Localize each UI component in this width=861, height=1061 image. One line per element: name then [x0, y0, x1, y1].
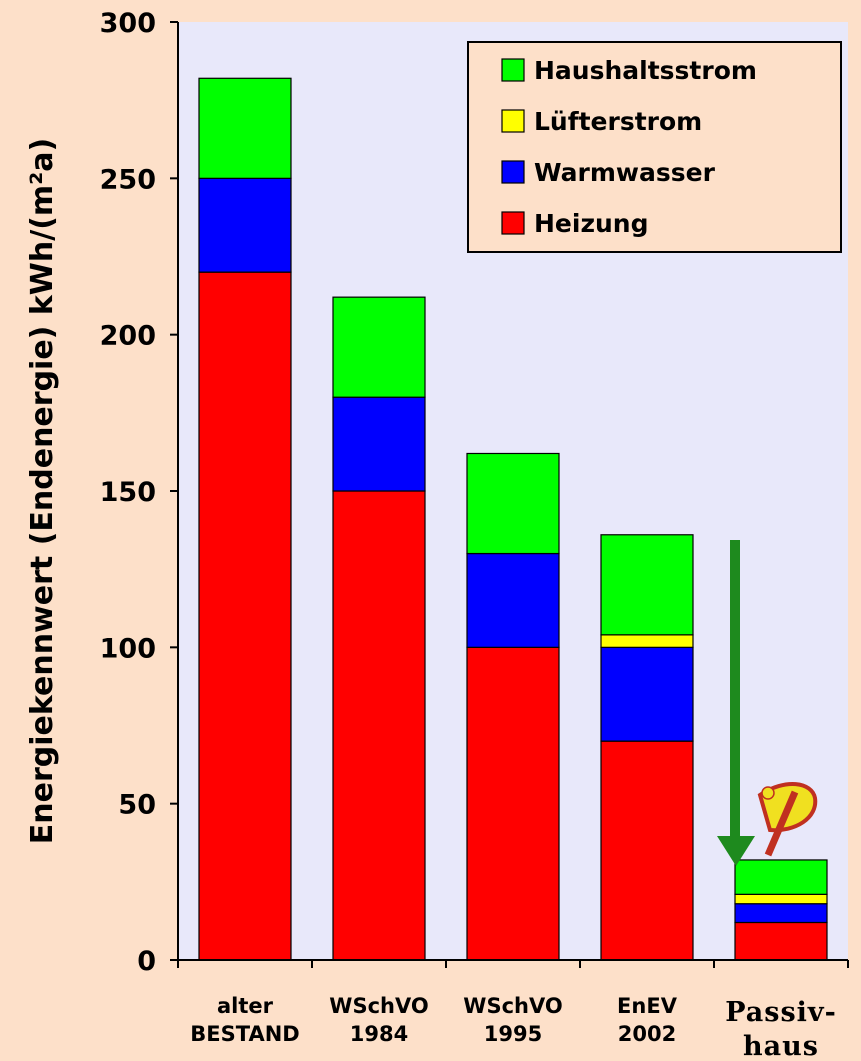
down-arrow-head [717, 836, 755, 866]
bar-heizung-5 [734, 921, 828, 961]
legend-label: Heizung [534, 209, 649, 238]
bar-haushaltsstrom-1 [198, 77, 292, 179]
bar-haushaltsstrom-5 [734, 859, 828, 895]
y-tick-label: 250 [100, 164, 156, 195]
y-tick-label: 50 [118, 790, 156, 821]
legend-label: Lüfterstrom [534, 107, 702, 136]
passivhaus-logo-dot [761, 786, 775, 800]
legend-swatch [501, 58, 525, 82]
category-label: 1984 [350, 1022, 408, 1046]
bar-warmwasser-4 [600, 646, 694, 742]
y-tick-label: 200 [100, 321, 156, 352]
bar-warmwasser-3 [466, 552, 560, 648]
y-tick-label: 0 [137, 946, 156, 977]
bar-heizung-3 [466, 646, 560, 961]
bar-haushaltsstrom-4 [600, 534, 694, 636]
legend-swatch [501, 160, 525, 184]
bar-warmwasser-5 [734, 903, 828, 924]
category-label: haus [743, 1031, 819, 1061]
y-tick-label: 150 [100, 477, 156, 508]
legend-label: Warmwasser [534, 158, 716, 187]
bar-haushaltsstrom-3 [466, 452, 560, 555]
bar-lfterstrom-5 [734, 893, 828, 905]
category-label: BESTAND [190, 1022, 299, 1046]
bar-lfterstrom-4 [600, 634, 694, 648]
y-tick-label: 300 [100, 8, 156, 39]
bar-heizung-4 [600, 740, 694, 961]
bar-haushaltsstrom-2 [332, 296, 426, 398]
bar-warmwasser-2 [332, 396, 426, 492]
category-label: WSchVO [329, 994, 428, 1018]
bar-heizung-1 [198, 271, 292, 961]
category-label: Passiv- [725, 997, 837, 1028]
category-label: WSchVO [463, 994, 562, 1018]
category-label: 1995 [484, 1022, 542, 1046]
legend-swatch [501, 109, 525, 133]
bar-heizung-2 [332, 490, 426, 961]
category-label: alter [217, 994, 274, 1018]
bar-warmwasser-1 [198, 177, 292, 273]
passivhaus-logo-stroke [764, 790, 799, 857]
y-axis-title: Energiekennwert (Endenergie) kWh/(m²a) [25, 138, 60, 845]
legend-swatch [501, 211, 525, 235]
category-label: EnEV [617, 994, 678, 1018]
category-label: 2002 [618, 1022, 676, 1046]
y-tick-label: 100 [100, 633, 156, 664]
legend-box [467, 41, 842, 253]
legend-label: Haushaltsstrom [534, 56, 757, 85]
